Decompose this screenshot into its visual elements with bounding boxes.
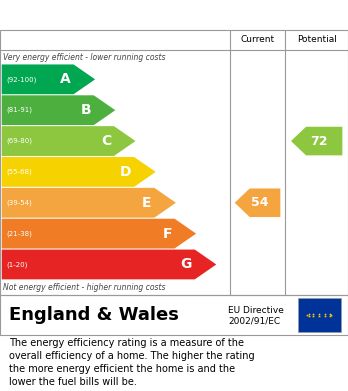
- Text: England & Wales: England & Wales: [9, 306, 179, 324]
- Text: The energy efficiency rating is a measure of the
overall efficiency of a home. T: The energy efficiency rating is a measur…: [9, 338, 254, 387]
- Text: (39-54): (39-54): [6, 199, 32, 206]
- Polygon shape: [2, 249, 216, 279]
- Text: Current: Current: [240, 36, 275, 45]
- Text: (21-38): (21-38): [6, 230, 32, 237]
- Text: F: F: [162, 227, 172, 240]
- Text: (55-68): (55-68): [6, 169, 32, 175]
- Text: Not energy efficient - higher running costs: Not energy efficient - higher running co…: [3, 283, 165, 292]
- Polygon shape: [2, 188, 176, 218]
- Text: (81-91): (81-91): [6, 107, 32, 113]
- Text: D: D: [120, 165, 132, 179]
- Polygon shape: [291, 127, 342, 155]
- Text: Energy Efficiency Rating: Energy Efficiency Rating: [9, 7, 219, 23]
- Text: (1-20): (1-20): [6, 261, 27, 268]
- Polygon shape: [235, 188, 280, 217]
- Text: C: C: [101, 134, 111, 148]
- Polygon shape: [2, 157, 156, 187]
- Text: Potential: Potential: [297, 36, 337, 45]
- Text: 54: 54: [251, 196, 269, 209]
- Text: G: G: [181, 257, 192, 271]
- Text: Very energy efficient - lower running costs: Very energy efficient - lower running co…: [3, 53, 165, 62]
- Polygon shape: [2, 95, 115, 125]
- Text: 72: 72: [310, 135, 328, 147]
- Text: EU Directive: EU Directive: [228, 306, 284, 315]
- Text: B: B: [80, 103, 91, 117]
- Text: 2002/91/EC: 2002/91/EC: [228, 316, 280, 325]
- Polygon shape: [2, 126, 135, 156]
- Polygon shape: [2, 219, 196, 249]
- Text: (92-100): (92-100): [6, 76, 36, 83]
- Text: E: E: [142, 196, 152, 210]
- Polygon shape: [2, 65, 95, 94]
- Text: (69-80): (69-80): [6, 138, 32, 144]
- Text: A: A: [60, 72, 71, 86]
- Bar: [298, 298, 341, 332]
